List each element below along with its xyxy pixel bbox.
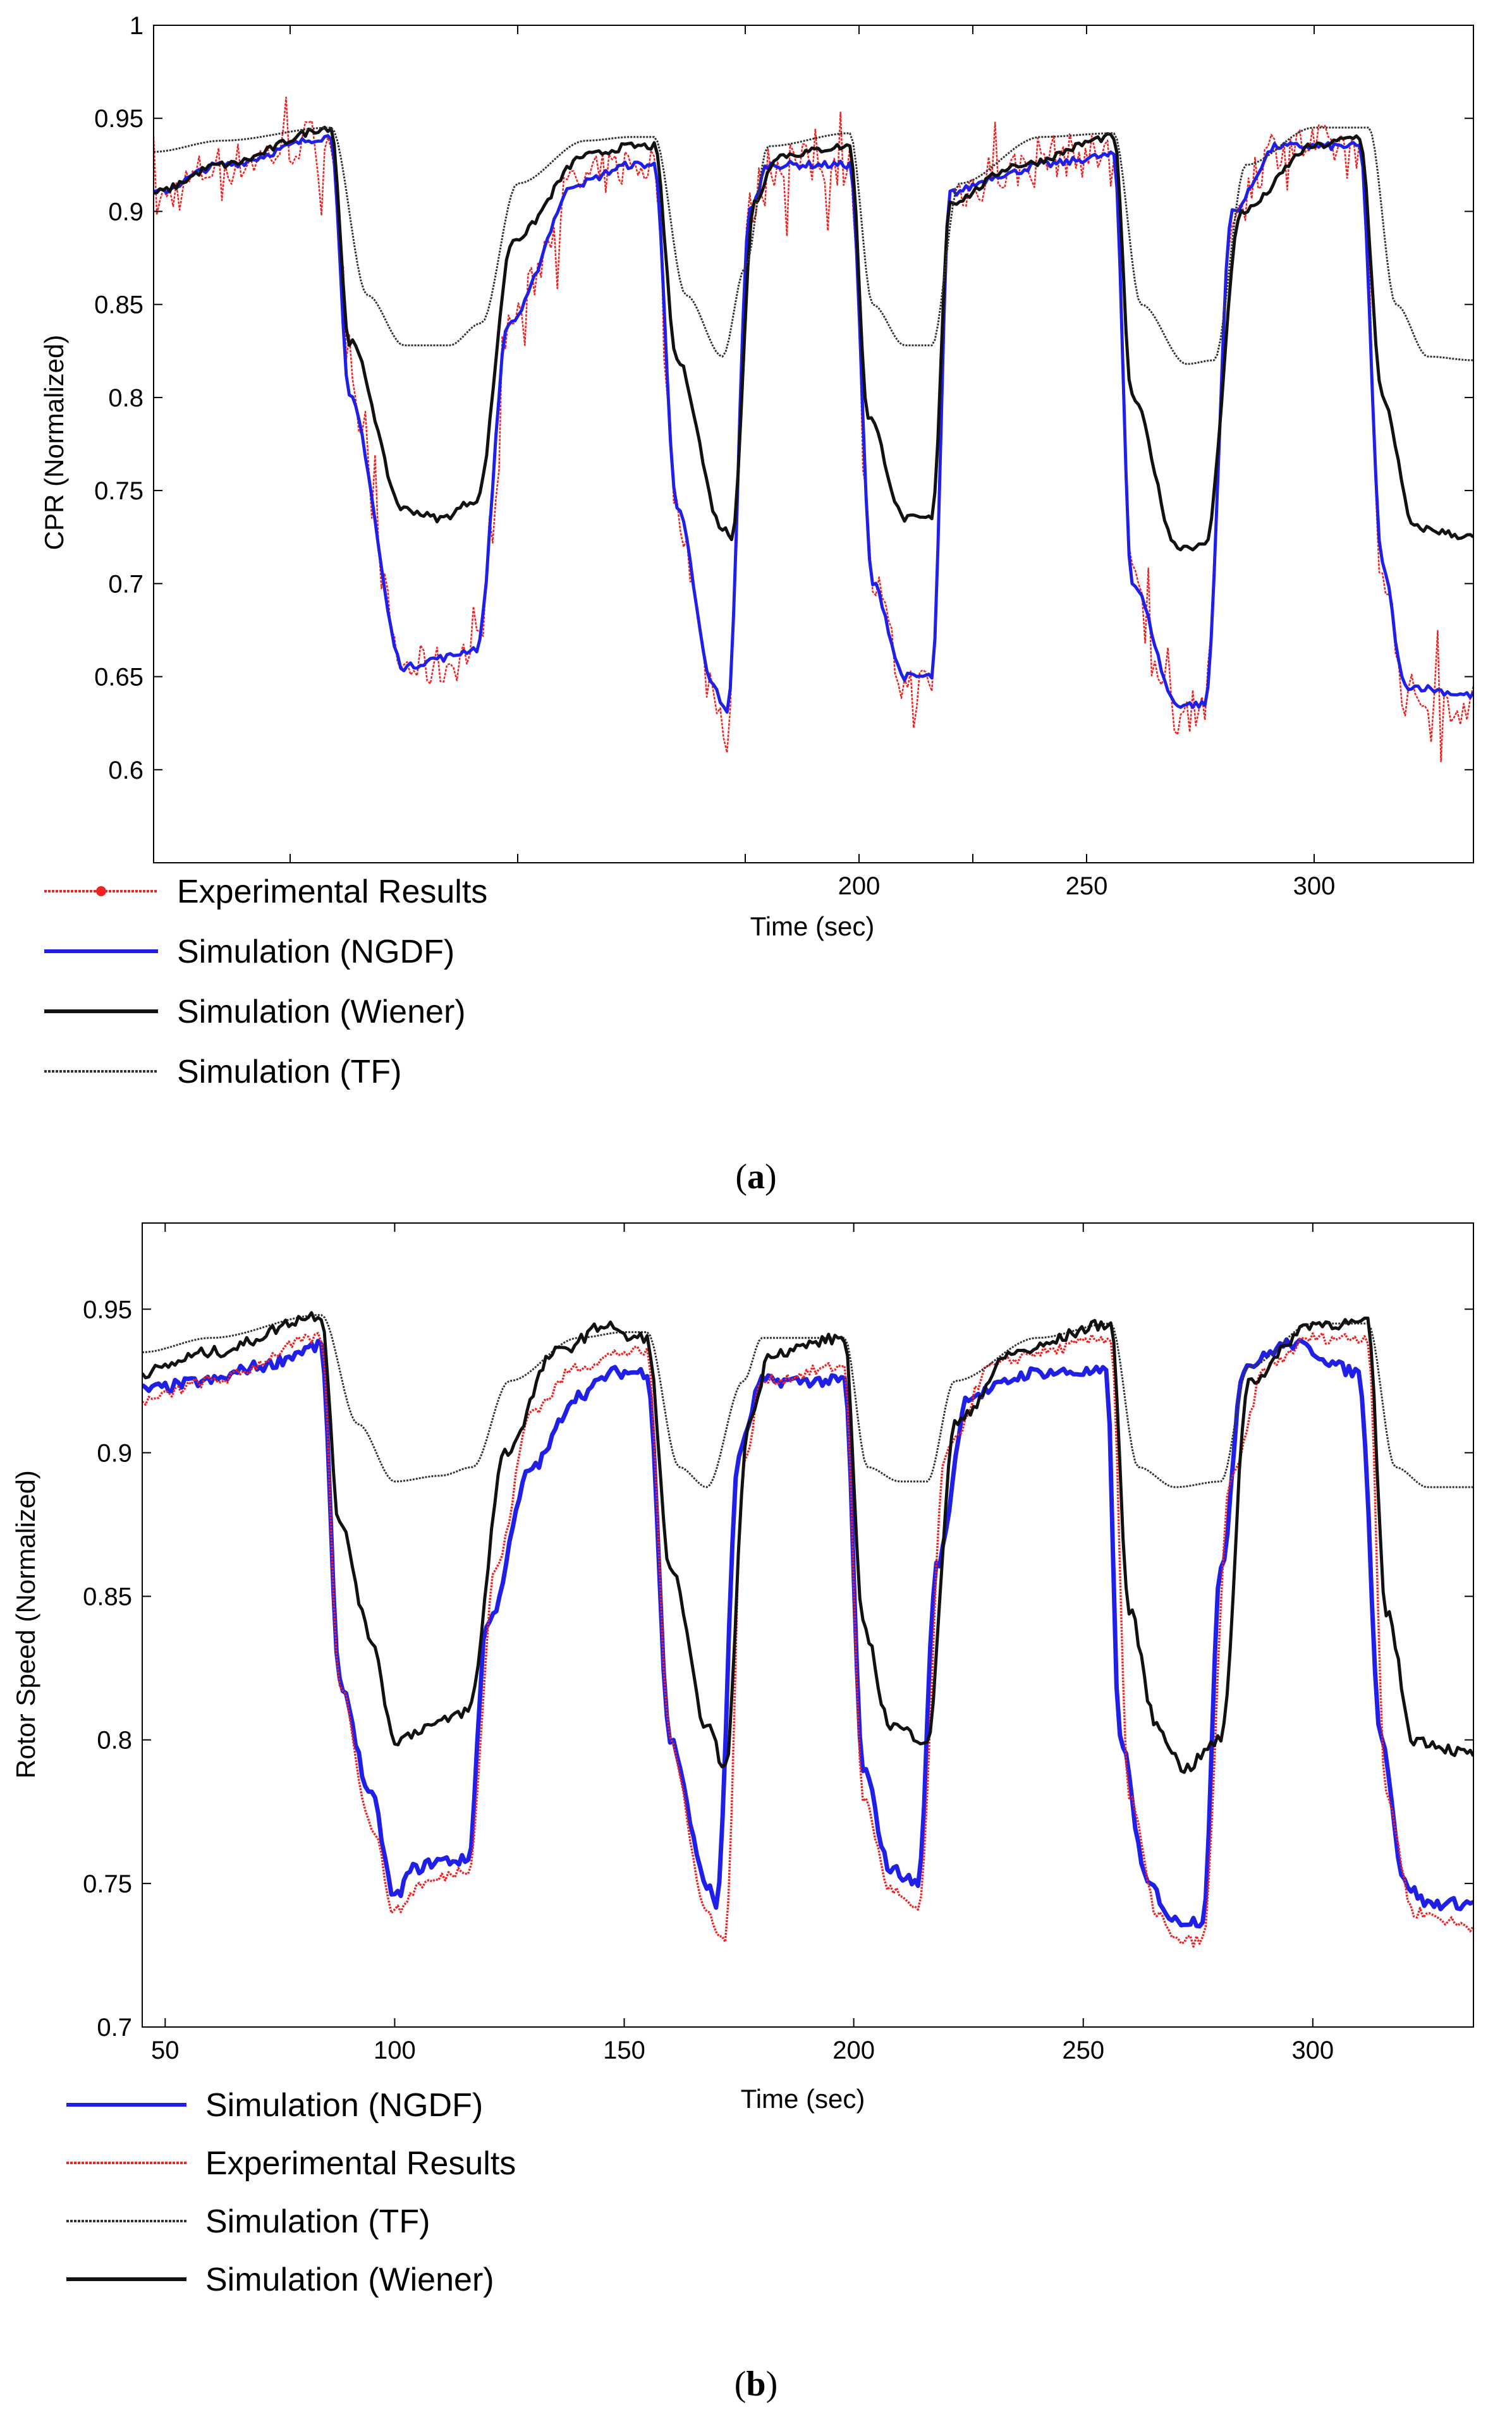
panel-caption: (a): [735, 1157, 776, 1196]
legend-label-simulation-ngdf: Simulation (NGDF): [205, 2087, 483, 2124]
y-tick-label: 0.9: [97, 1439, 132, 1467]
caption-paren: (: [735, 2365, 747, 2404]
plot-frame: [142, 1222, 1474, 2028]
x-axis-label: Time (sec): [750, 911, 875, 941]
y-tick-label: 0.8: [97, 1727, 132, 1755]
x-tick-label: 250: [1062, 2036, 1104, 2064]
legend-label-experimental-results: Experimental Results: [177, 874, 487, 910]
y-tick-label: 0.8: [108, 384, 143, 412]
series-line-experimental-results: [154, 96, 1473, 763]
y-tick-label: 0.85: [94, 291, 143, 319]
legend-label-simulation-tf: Simulation (TF): [205, 2203, 430, 2240]
legend-label-simulation-ngdf: Simulation (NGDF): [177, 934, 454, 970]
legend: Simulation (NGDF) Experimental Results Sim…: [66, 2087, 516, 2298]
y-tick-label: 0.65: [94, 664, 143, 691]
legend: Experimental Results Simulation (NGDF) Sim…: [44, 874, 487, 1090]
caption-letter: b: [746, 2365, 765, 2404]
series-line-simulation-ngdf: [154, 134, 1473, 714]
series-line-simulation-wiener: [154, 126, 1473, 552]
legend-label-simulation-wiener: Simulation (Wiener): [177, 994, 466, 1030]
panel-a: 0.6 0.65 0.7 0.75 0.8 0.85 0.9 0.95 1 200 250 300 Ti…: [39, 12, 1474, 1196]
series-line-simulation-tf: [154, 126, 1473, 365]
legend-label-simulation-tf: Simulation (TF): [177, 1054, 401, 1090]
caption-paren: (: [735, 1157, 747, 1196]
x-tick-label: 150: [603, 2036, 645, 2064]
series-group: [142, 1311, 1473, 1948]
y-axis-label: Rotor Speed (Normalized): [11, 1470, 40, 1779]
legend-label-experimental-results: Experimental Results: [205, 2145, 516, 2182]
panel-caption: (b): [735, 2365, 777, 2404]
x-axis-label: Time (sec): [741, 2084, 865, 2114]
y-tick-label: 0.85: [83, 1583, 132, 1611]
x-tick-label: 200: [832, 2036, 875, 2064]
x-tick-label: 200: [838, 872, 881, 900]
y-tick-label: 0.95: [83, 1296, 132, 1324]
plot-frame: [153, 25, 1474, 863]
legend-label-simulation-wiener: Simulation (Wiener): [205, 2262, 494, 2298]
x-tick-label: 100: [374, 2036, 416, 2064]
y-tick-label: 0.95: [94, 105, 143, 133]
y-tick-label: 0.7: [97, 2014, 132, 2042]
caption-paren: ): [766, 2365, 778, 2404]
panel-b: 0.7 0.75 0.8 0.85 0.9 0.95 50 100 150 200 250 300 Ti…: [11, 1222, 1474, 2404]
series-line-simulation-wiener: [142, 1311, 1473, 1774]
x-tick-label: 50: [151, 2036, 180, 2064]
x-tick-label: 250: [1066, 872, 1108, 900]
y-axis-label: CPR (Normalized): [39, 335, 69, 551]
x-tick-label: 300: [1291, 2036, 1334, 2064]
caption-paren: ): [765, 1157, 777, 1196]
x-tick-label: 300: [1293, 872, 1336, 900]
y-tick-label: 0.75: [94, 477, 143, 505]
y-tick-label: 0.75: [83, 1870, 132, 1898]
y-tick-label: 0.7: [108, 570, 143, 598]
series-line-simulation-ngdf: [142, 1337, 1473, 1929]
y-tick-label: 1: [130, 12, 143, 40]
legend-marker-experimental-results: [96, 886, 106, 896]
y-tick-label: 0.6: [108, 757, 143, 784]
series-group: [154, 96, 1473, 763]
series-line-experimental-results: [142, 1332, 1473, 1948]
y-tick-label: 0.9: [108, 198, 143, 226]
series-line-simulation-tf: [142, 1313, 1473, 1489]
caption-letter: a: [747, 1157, 765, 1196]
